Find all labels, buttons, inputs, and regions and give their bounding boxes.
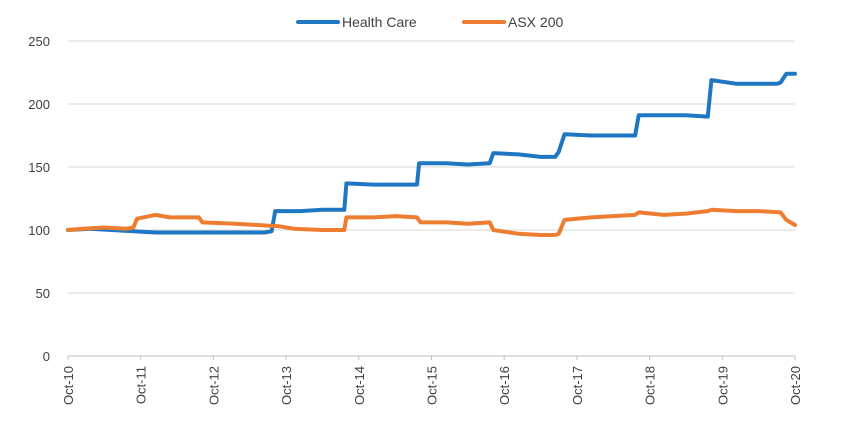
y-tick-label: 250 (28, 34, 50, 49)
axes: 0 50 100 150 200 250 Oct-10 Oct-11 Oct-12 Oct-13 O… (28, 34, 803, 405)
legend-label: ASX 200 (508, 14, 563, 30)
x-tick-label: Oct-13 (279, 366, 294, 405)
gridlines (68, 40, 795, 357)
y-tick-label: 150 (28, 160, 50, 175)
legend: Health Care ASX 200 (296, 14, 563, 30)
series-layer (66, 71, 797, 237)
x-tick-label: Oct-15 (425, 366, 440, 405)
x-tick-label: Oct-11 (134, 366, 149, 404)
x-tick-label: Oct-10 (61, 366, 76, 405)
x-tick-label: Oct-19 (715, 366, 730, 405)
x-tick-label: Oct-20 (788, 366, 803, 405)
y-tick-label: 0 (43, 349, 50, 364)
x-tick-label: Oct-14 (352, 366, 367, 405)
legend-label: Health Care (342, 14, 417, 30)
x-tick-label: Oct-18 (643, 366, 658, 405)
series-line-asx-200 (66, 207, 797, 237)
y-tick-label: 50 (36, 286, 50, 301)
x-tick-label: Oct-12 (206, 366, 221, 405)
x-tick-label: Oct-17 (570, 366, 585, 405)
series-line-health-care (66, 71, 797, 235)
x-tick-label: Oct-16 (497, 366, 512, 405)
y-tick-label: 100 (28, 223, 50, 238)
y-tick-label: 200 (28, 97, 50, 112)
